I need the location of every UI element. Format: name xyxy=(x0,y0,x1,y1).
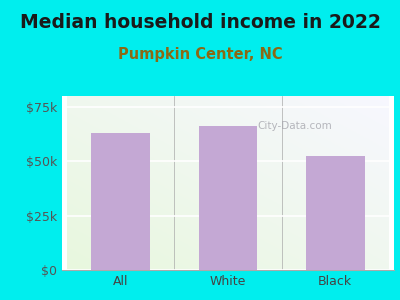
Text: Pumpkin Center, NC: Pumpkin Center, NC xyxy=(118,46,282,62)
Text: Median household income in 2022: Median household income in 2022 xyxy=(20,14,380,32)
Bar xyxy=(198,127,258,270)
Text: City-Data.com: City-Data.com xyxy=(257,121,332,130)
Bar xyxy=(92,133,150,270)
Bar xyxy=(306,156,364,270)
